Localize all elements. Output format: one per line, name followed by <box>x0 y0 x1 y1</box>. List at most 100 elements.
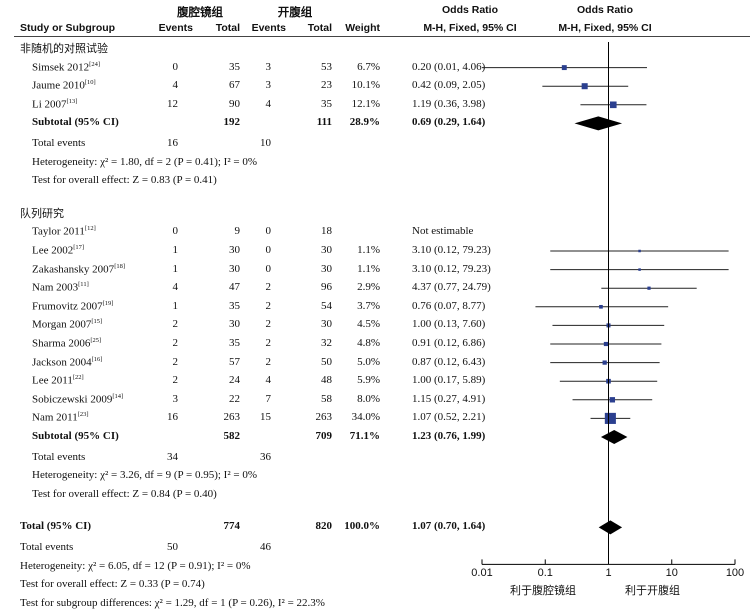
header-weight: Weight <box>345 22 380 34</box>
overall-effect: Test for overall effect: Z = 0.84 (P = 0… <box>32 487 217 500</box>
subtotal-total-1: 582 <box>223 430 241 442</box>
subgroup-title: 非随机的对照试验 <box>20 42 108 55</box>
odds-ratio-ci: 0.87 (0.12, 6.43) <box>412 355 486 368</box>
study-name: Frumovitz 2007[19] <box>32 299 114 313</box>
total-1: 30 <box>229 244 240 256</box>
weight: 10.1% <box>351 79 380 92</box>
subtotal-1-diamond <box>600 430 628 444</box>
header-or-method-right: M-H, Fixed, 95% CI <box>558 22 652 34</box>
study-1-1-marker <box>638 249 641 253</box>
study-0-1-marker <box>581 83 588 90</box>
total-2: 30 <box>321 318 332 331</box>
study-1-4-marker <box>599 304 603 309</box>
subtotal-weight: 28.9% <box>349 116 380 129</box>
events-1: 12 <box>167 97 178 110</box>
total-2: 96 <box>321 281 332 294</box>
subtotal-total-2: 111 <box>316 116 332 129</box>
odds-ratio-ci: 0.76 (0.07, 8.77) <box>412 299 486 312</box>
weight: 1.1% <box>357 244 380 256</box>
odds-ratio-ci: 0.42 (0.09, 2.05) <box>412 79 486 92</box>
odds-ratio-ci: 1.00 (0.17, 5.89) <box>412 374 486 387</box>
header-events-2: Events <box>251 22 286 34</box>
total-2: 18 <box>321 225 332 238</box>
total-events-2: 36 <box>260 450 271 463</box>
total-events-label: Total events <box>32 137 86 149</box>
total-2: 50 <box>321 355 332 368</box>
total-1: 35 <box>229 299 240 312</box>
subtotal-total-2: 709 <box>315 430 333 442</box>
study-name: Nam 2011[23] <box>32 411 89 425</box>
heterogeneity: Heterogeneity: χ² = 1.80, df = 2 (P = 0.… <box>32 155 257 168</box>
events-1: 1 <box>172 299 179 312</box>
total-2: 263 <box>315 411 333 424</box>
odds-ratio-ci: 3.10 (0.12, 79.23) <box>412 244 491 256</box>
events-2: 2 <box>265 299 272 312</box>
favours-left-label: 利于腹腔镜组 <box>510 584 576 598</box>
events-1: 2 <box>172 337 179 349</box>
weight: 6.7% <box>357 60 380 73</box>
events-2: 2 <box>265 281 272 294</box>
subtotal-weight: 71.1% <box>349 430 380 442</box>
weight: 5.0% <box>357 355 380 368</box>
header-or-method-left: M-H, Fixed, 95% CI <box>423 22 517 34</box>
total-events-1: 16 <box>167 137 178 149</box>
events-2: 4 <box>265 97 272 110</box>
heterogeneity: Heterogeneity: χ² = 3.26, df = 9 (P = 0.… <box>32 469 257 482</box>
total-events-label: Total events <box>32 450 86 463</box>
study-name: Simsek 2012[24] <box>32 60 100 74</box>
header-or-title-right: Odds Ratio <box>576 4 633 16</box>
study-name: Lee 2002[17] <box>32 244 85 257</box>
grand-total-2: 820 <box>315 520 333 533</box>
study-1-9-marker <box>609 397 616 403</box>
weight: 12.1% <box>351 97 380 110</box>
events-2: 2 <box>265 337 272 349</box>
header-total-1: Total <box>215 22 240 34</box>
grand-events-1: 50 <box>167 541 178 553</box>
weight: 34.0% <box>351 411 380 424</box>
header-or-title-left: Odds Ratio <box>441 4 498 16</box>
events-1: 1 <box>172 262 179 275</box>
header-divider <box>14 36 750 37</box>
study-1-2-marker <box>638 268 641 271</box>
study-name: Taylor 2011[12] <box>32 225 96 239</box>
study-0-0-marker <box>561 65 567 71</box>
subtotal-label: Subtotal (95% CI) <box>32 430 119 442</box>
study-name: Lee 2011[22] <box>32 374 84 387</box>
study-1-7-marker <box>602 360 607 365</box>
odds-ratio-ci: 3.10 (0.12, 79.23) <box>412 262 491 275</box>
total-1: 30 <box>229 262 240 275</box>
study-name: Li 2007[13] <box>32 97 78 111</box>
subtotal-0-diamond <box>574 116 623 131</box>
odds-ratio-ci: 0.20 (0.01, 4.06) <box>412 60 486 73</box>
study-name: Sobiczewski 2009[14] <box>32 392 124 406</box>
total-events-1: 34 <box>167 450 178 463</box>
total-1: 35 <box>229 337 240 349</box>
x-tick-label: 100 <box>725 567 745 580</box>
events-2: 2 <box>265 355 272 368</box>
events-2: 0 <box>265 262 272 275</box>
study-name: Jackson 2004[16] <box>32 355 103 369</box>
subgroup-differences: Test for subgroup differences: χ² = 1.29… <box>20 596 325 609</box>
study-name: Morgan 2007[15] <box>32 318 103 332</box>
header-study: Study or Subgroup <box>20 22 116 34</box>
events-1: 4 <box>172 79 179 92</box>
events-1: 2 <box>172 318 179 331</box>
total-2: 30 <box>321 244 332 256</box>
x-tick-label: 0.1 <box>537 567 553 580</box>
total-1: 67 <box>229 79 240 92</box>
study-1-3-marker <box>647 286 651 290</box>
odds-ratio-ci: 1.19 (0.36, 3.98) <box>412 97 486 110</box>
x-tick-label: 1 <box>605 567 612 580</box>
events-1: 3 <box>172 392 179 405</box>
events-1: 2 <box>172 374 179 387</box>
subgroup-title: 队列研究 <box>20 206 64 220</box>
grand-total-1: 774 <box>223 520 241 533</box>
grand-total-events-label: Total events <box>20 541 74 553</box>
events-2: 3 <box>265 60 272 73</box>
forest-plot <box>481 42 736 565</box>
favours-right-label: 利于开腹组 <box>625 584 680 598</box>
weight: 1.1% <box>357 262 380 275</box>
total-1: 30 <box>229 318 240 331</box>
events-1: 1 <box>172 244 179 256</box>
total-2: 58 <box>321 392 332 405</box>
